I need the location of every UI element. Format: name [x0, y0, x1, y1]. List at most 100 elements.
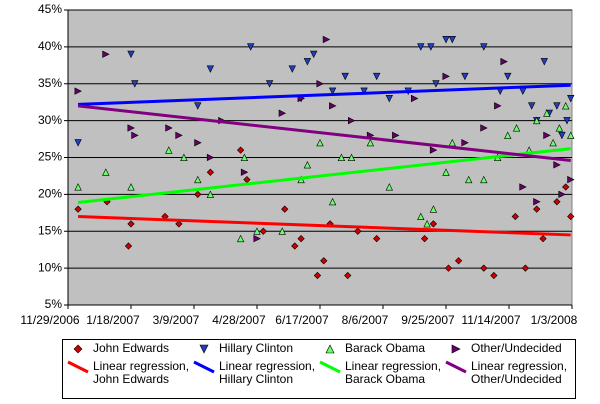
point: [313, 271, 322, 280]
point: [563, 117, 571, 125]
legend-icon: [445, 360, 467, 374]
point: [521, 264, 530, 272]
point: [543, 109, 551, 117]
point: [360, 87, 368, 95]
x-tick-label: 1/3/2008: [531, 313, 578, 327]
point: [297, 235, 305, 243]
point: [533, 205, 541, 213]
trendline: [77, 147, 571, 204]
legend-line: [445, 360, 467, 374]
point: [329, 102, 337, 110]
legend-marker: [451, 344, 461, 354]
legend-entry: John Edwards: [67, 342, 193, 360]
point: [533, 116, 541, 125]
point: [562, 183, 570, 191]
point: [567, 95, 575, 103]
legend-label: John Edwards: [93, 341, 170, 355]
trendline: [77, 104, 571, 162]
point: [461, 139, 469, 147]
point: [278, 109, 287, 117]
point: [348, 116, 356, 125]
point: [354, 227, 362, 235]
point: [206, 65, 215, 73]
legend-label: Linear regression, John Edwards: [93, 359, 190, 386]
point: [291, 242, 299, 250]
y-tick-label: 5%: [45, 297, 63, 311]
legend-marker: [325, 344, 335, 354]
x-tick-label: 4/28/2007: [212, 313, 266, 327]
point: [429, 205, 438, 213]
point: [366, 138, 375, 147]
point: [253, 227, 261, 235]
point: [553, 161, 561, 169]
point: [373, 235, 381, 243]
legend-icon: [73, 344, 83, 354]
legend-icon: [325, 344, 335, 354]
point: [74, 183, 82, 191]
point: [511, 212, 519, 221]
point: [539, 235, 547, 243]
point: [567, 131, 575, 139]
point: [512, 124, 521, 132]
legend-line: [67, 360, 89, 374]
point: [206, 190, 215, 198]
point: [206, 168, 215, 176]
point: [102, 50, 110, 58]
legend: John Edwards Hillary Clinton Barack Obama O…: [62, 339, 576, 399]
x-tick-label: 1/18/2007: [86, 313, 140, 327]
y-tick-label: 40%: [38, 39, 62, 53]
point: [420, 235, 429, 243]
point: [337, 153, 346, 161]
point: [165, 124, 173, 132]
point: [558, 190, 566, 199]
point: [175, 131, 183, 140]
legend-label: Linear regression, Hillary Clinton: [219, 359, 316, 386]
y-tick-label: 45%: [38, 2, 62, 16]
point: [259, 227, 267, 235]
x-tick-label: 3/9/2007: [153, 313, 200, 327]
point: [236, 146, 245, 154]
point: [444, 264, 453, 272]
point: [480, 43, 488, 51]
point: [236, 234, 245, 243]
point: [265, 80, 274, 88]
point: [247, 43, 255, 51]
point: [194, 175, 202, 184]
legend-marker: [73, 344, 83, 354]
y-tick-label: 25%: [38, 150, 62, 164]
legend-label: Linear regression, Other/Undecided: [471, 359, 568, 386]
legend-entry: Linear regression, Other/Undecided: [445, 360, 571, 400]
legend-marker: [199, 344, 209, 354]
point: [567, 212, 575, 221]
legend-entry: Barack Obama: [319, 342, 445, 360]
point: [540, 58, 548, 66]
x-tick-label: 6/17/2007: [275, 313, 329, 327]
point: [494, 102, 502, 110]
legend-entry: Linear regression, Hillary Clinton: [193, 360, 319, 400]
point: [567, 175, 575, 184]
point: [131, 80, 139, 88]
point: [341, 72, 349, 81]
point: [206, 153, 215, 162]
point: [480, 264, 488, 272]
legend-entry: Other/Undecided: [445, 342, 571, 360]
point: [281, 205, 289, 213]
legend-entry: Linear regression, John Edwards: [67, 360, 193, 400]
point: [240, 153, 249, 161]
legend-icon: [319, 360, 341, 374]
legend-icon: [67, 360, 89, 374]
point: [322, 35, 331, 44]
legend-label: Linear regression, Barack Obama: [345, 359, 442, 386]
point: [464, 175, 473, 184]
point: [442, 36, 450, 44]
point: [558, 131, 566, 140]
point: [253, 234, 261, 243]
point: [549, 138, 557, 147]
point: [490, 271, 498, 280]
point: [278, 227, 286, 235]
point: [127, 220, 135, 228]
point: [442, 168, 450, 176]
point: [454, 257, 463, 265]
point: [131, 131, 139, 140]
